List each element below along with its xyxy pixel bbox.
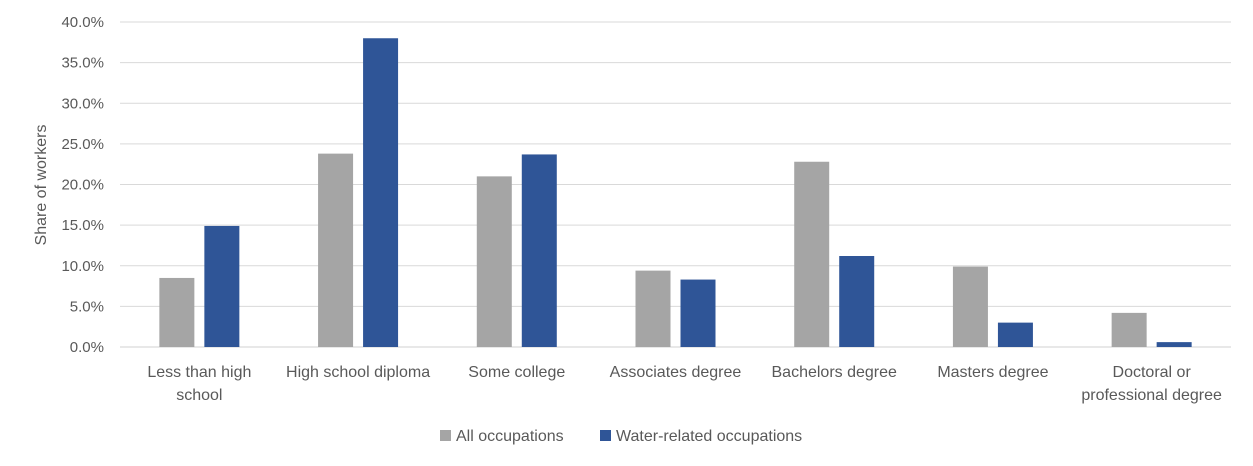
bar-all-6 [1111,312,1147,347]
bar-all-3 [635,270,671,347]
y-axis-label: Share of workers [33,125,50,246]
y-tick-label: 35.0% [61,55,104,72]
legend-label: Water-related occupations [616,428,802,445]
bar-all-2 [476,176,512,347]
bar-water-6 [1156,342,1192,347]
y-tick-label: 15.0% [61,217,104,234]
x-category-label: Bachelors degree [772,364,898,381]
bar-water-2 [521,154,557,347]
y-tick-label: 40.0% [61,14,104,31]
x-category-label: Masters degree [937,364,1048,381]
legend-swatch [440,430,451,441]
x-category-labels: Less than high school High school diploma S… [147,364,1222,404]
bar-water-5 [997,322,1033,347]
y-tick-label: 25.0% [61,136,104,153]
y-tick-labels: 0.0% 5.0% 10.0% 15.0% 20.0% 25.0% 30.0% 35.0% 40… [61,14,104,356]
x-category-label: professional degree [1081,387,1222,404]
gridlines [120,21,1231,348]
legend-label: All occupations [456,428,564,445]
bar-all-4 [794,161,830,347]
x-category-label: Some college [468,364,565,381]
x-category-label: Less than high [147,364,251,381]
legend: All occupations Water-related occupations [440,428,802,445]
legend-swatch [600,430,611,441]
y-tick-label: 5.0% [70,298,104,315]
y-tick-label: 20.0% [61,177,104,194]
bar-all-0 [159,277,195,347]
y-tick-label: 10.0% [61,258,104,275]
bar-water-3 [680,279,716,347]
bars [159,38,1192,347]
bar-all-5 [952,266,988,347]
bar-all-1 [318,153,354,347]
x-category-label: High school diploma [286,364,430,381]
bar-water-0 [204,225,240,347]
x-category-label: Doctoral or [1113,364,1192,381]
y-tick-label: 30.0% [61,95,104,112]
x-category-label: school [176,387,222,404]
x-category-label: Associates degree [610,364,742,381]
y-tick-label: 0.0% [70,339,104,356]
bar-water-1 [363,38,399,347]
bar-water-4 [839,256,875,347]
